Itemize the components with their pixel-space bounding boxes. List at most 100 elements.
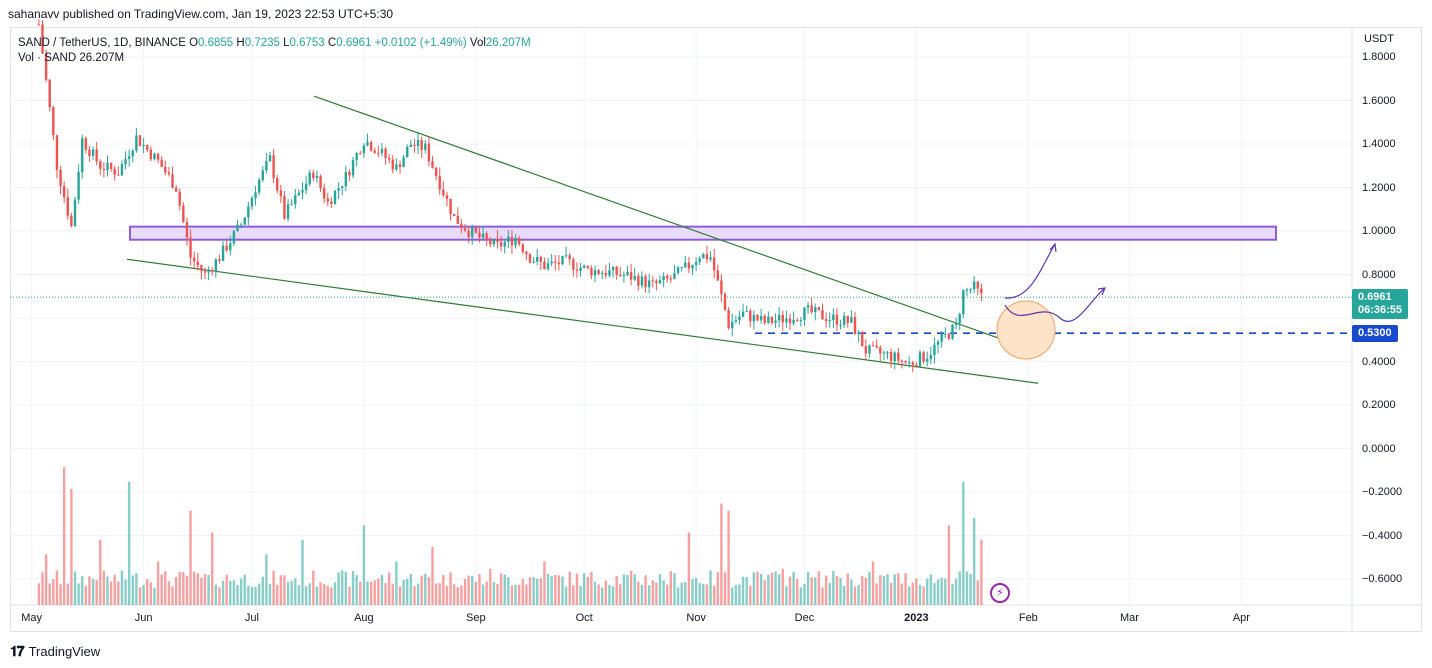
vol-value: 26.207M [485, 37, 531, 49]
volume-bar [254, 587, 257, 605]
volume-bar [604, 580, 608, 605]
candle-body [102, 168, 106, 171]
candle-body [897, 352, 900, 361]
candle-body [268, 155, 272, 162]
candle-body [561, 255, 564, 265]
price-tick-label: 0.8000 [1362, 268, 1396, 281]
volume-bar [864, 577, 868, 605]
volume-bar [680, 582, 683, 605]
price-tick-label: 1.0000 [1362, 225, 1396, 237]
volume-bar [308, 583, 311, 605]
candle-body [416, 140, 420, 147]
candle-body [445, 195, 449, 199]
volume-bar [294, 578, 297, 605]
candle-body [655, 280, 658, 284]
candle-body [308, 172, 311, 184]
volume-bar [940, 577, 943, 605]
volume-bar [229, 580, 232, 605]
time-tick-label: Dec [794, 612, 815, 624]
candle-body [839, 324, 842, 326]
candle-body [276, 178, 279, 191]
volume-bar [312, 570, 315, 605]
volume-bar [799, 587, 803, 605]
volume-bar [814, 577, 817, 605]
volume-bar [55, 570, 59, 605]
volume-bar [759, 573, 763, 605]
candle-body [579, 267, 582, 271]
candle-body [192, 257, 196, 262]
volume-bar [738, 584, 741, 605]
volume-bar [503, 574, 506, 605]
volume-bar [673, 573, 676, 605]
candle-body [326, 198, 329, 202]
volume-bar [351, 571, 355, 605]
volume-bar [958, 571, 961, 605]
volume-bar [980, 539, 983, 605]
volume-bar [734, 585, 738, 605]
volume-bar [257, 583, 261, 605]
candle-body [850, 317, 853, 323]
lightning-icon[interactable]: ⚡ [990, 583, 1010, 603]
candle-body [824, 319, 828, 322]
volume-bar [326, 585, 329, 605]
candle-body [926, 359, 929, 362]
symbol-name[interactable]: SAND / TetherUS, 1D, BINANCE [18, 37, 186, 49]
candle-body [517, 237, 521, 245]
candle-body [467, 230, 470, 238]
candle-body [777, 314, 781, 321]
candle-body [936, 341, 940, 345]
candle-body [203, 270, 207, 273]
candle-body [492, 238, 496, 245]
candle-body [359, 153, 362, 155]
candle-body [691, 265, 694, 269]
volume-bar [640, 584, 644, 605]
volume-bar [904, 573, 907, 605]
volume-bar [247, 585, 250, 605]
volume-bar [698, 583, 701, 605]
candle-body [337, 187, 340, 191]
candle-body [117, 174, 120, 176]
candle-body [647, 280, 651, 288]
candle-body [460, 223, 463, 229]
volume-bar [918, 584, 922, 605]
bullish-projection-path [1004, 243, 1056, 299]
volume-bar [250, 587, 254, 605]
vol-series-name[interactable]: Vol · SAND [18, 52, 77, 64]
volume-bar [146, 579, 149, 605]
candle-body [369, 142, 373, 151]
candle-body [333, 190, 337, 205]
volume-bar [384, 583, 387, 605]
volume-bar [882, 576, 886, 605]
volume-bar [861, 575, 864, 605]
candle-body [77, 172, 80, 200]
volume-bar [622, 574, 626, 605]
candle-body [442, 189, 445, 196]
candle-body [922, 352, 925, 362]
candle-body [481, 233, 485, 238]
candle-body [907, 362, 911, 364]
candle-body [940, 333, 943, 342]
candle-body [341, 186, 344, 188]
volume-bar [88, 576, 91, 605]
volume-bar [633, 574, 636, 605]
candle-body [178, 191, 181, 206]
candle-body [666, 275, 669, 279]
volume-bar [44, 554, 48, 605]
volume-bar [373, 580, 376, 605]
candle-body [167, 172, 171, 175]
volume-bar [402, 579, 405, 605]
volume-legend: Vol · SAND 26.207M [18, 52, 124, 64]
volume-bar [268, 583, 272, 605]
candle-body [810, 305, 813, 313]
candle-body [806, 305, 810, 308]
candle-body [521, 244, 524, 252]
candle-body [893, 352, 896, 362]
volume-bar [933, 583, 936, 605]
candle-body [138, 135, 142, 146]
volume-bar [456, 587, 459, 605]
tradingview-logo[interactable]: 𝟏𝟕 TradingView [10, 643, 100, 660]
candle-body [546, 263, 550, 270]
volume-bar [517, 584, 521, 605]
volume-bar [474, 581, 478, 605]
